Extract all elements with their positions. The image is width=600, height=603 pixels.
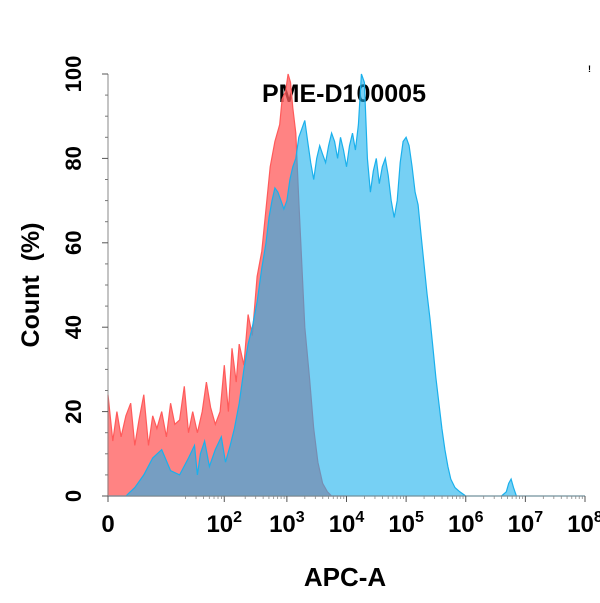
y-tick-label: 80 xyxy=(61,146,86,170)
y-tick-label: 0 xyxy=(61,490,86,502)
y-tick-label: 20 xyxy=(61,399,86,423)
x-tick-label: 106 xyxy=(448,509,484,538)
x-tick-label: 102 xyxy=(206,509,242,538)
y-axis-label: Count (%) xyxy=(17,223,45,348)
y-tick-label: 100 xyxy=(61,56,86,93)
x-tick-label: 105 xyxy=(388,509,424,538)
x-tick-label: 108 xyxy=(567,509,600,538)
y-tick-label: 60 xyxy=(61,231,86,255)
x-tick-label: 0 xyxy=(101,511,114,538)
x-axis-ticks: 0 102 103 104 105 106 107 108 xyxy=(101,496,600,538)
top-right-mark: ! xyxy=(588,64,591,74)
x-tick-label: 103 xyxy=(269,509,305,538)
series-area-2 xyxy=(108,73,585,497)
y-tick-label: 40 xyxy=(61,315,86,339)
x-axis-label: APC-A xyxy=(304,562,387,592)
x-tick-label: 107 xyxy=(508,509,544,538)
x-tick-label: 104 xyxy=(329,509,365,538)
plot-area xyxy=(107,73,585,497)
y-axis-ticks: 0 20 40 60 80 100 xyxy=(61,56,108,502)
